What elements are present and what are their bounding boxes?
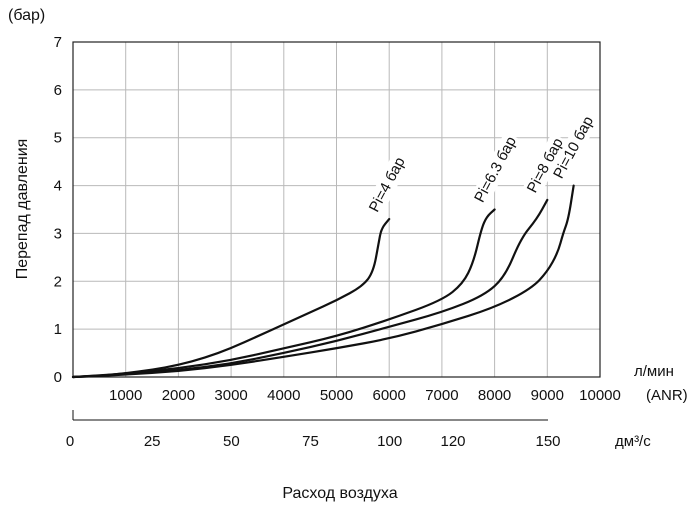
plot-frame [72,41,601,378]
x-tick-label: 4000 [267,387,300,404]
y-tick-label: 7 [54,34,62,51]
x2-tick-label: 150 [535,433,560,450]
x2-tick-label: 100 [377,433,402,450]
x-tick-label: 3000 [214,387,247,404]
series-label-halo [469,131,522,208]
series-line [71,208,496,379]
x-axis-unit: л/мин [634,363,674,380]
series-line [71,184,575,379]
y-tick-label: 6 [54,82,62,99]
x2-tick-label: 75 [302,433,319,450]
series-label-group: Pi=6.3 бар [469,131,522,208]
x-axis-title: Расход воздуха [282,485,397,502]
y-tick-label: 2 [54,273,62,290]
series-label: Pi=4 бар [366,154,409,215]
x-tick-label: 10000 [579,387,621,404]
y-tick-label: 0 [54,369,62,386]
series-line [71,198,549,379]
x2-tick-label: 50 [223,433,240,450]
grid [73,42,600,377]
y-tick-labels: 0 1 2 3 4 5 6 7 [54,34,62,386]
series-label-halo [548,111,599,184]
x-tick-labels: 1000 2000 3000 4000 5000 6000 7000 8000 9000 1000… [109,387,621,404]
x-tick-label: 6000 [373,387,406,404]
x-tick-label: 7000 [425,387,458,404]
x-tick-label: 1000 [109,387,142,404]
x-tick-label: 8000 [478,387,511,404]
series-label-halo [521,133,569,199]
series-label: Pi=6.3 бар [471,134,520,206]
x2-tick-label: 25 [144,433,161,450]
y-axis-title: Перепад давления [14,139,31,280]
x-axis-unit-suffix: (ANR) [646,387,688,404]
secondary-x-axis: 0 25 50 75 100 120 150 [66,410,561,450]
y-axis-unit: (бар) [8,7,45,24]
x2-tick-label: 0 [66,433,74,450]
y-tick-label: 4 [54,178,62,195]
y-tick-label: 5 [54,130,62,147]
x-tick-label: 2000 [162,387,195,404]
series-label-halo [363,152,411,218]
x-tick-label: 5000 [320,387,353,404]
series-curves [71,184,575,379]
x-tick-label: 9000 [531,387,564,404]
y-tick-label: 1 [54,321,62,338]
y-tick-label: 3 [54,225,62,242]
series-label-group: Pi=4 бар [363,152,411,218]
x2-axis-unit: дм³/с [615,433,651,450]
x2-tick-label: 120 [440,433,465,450]
